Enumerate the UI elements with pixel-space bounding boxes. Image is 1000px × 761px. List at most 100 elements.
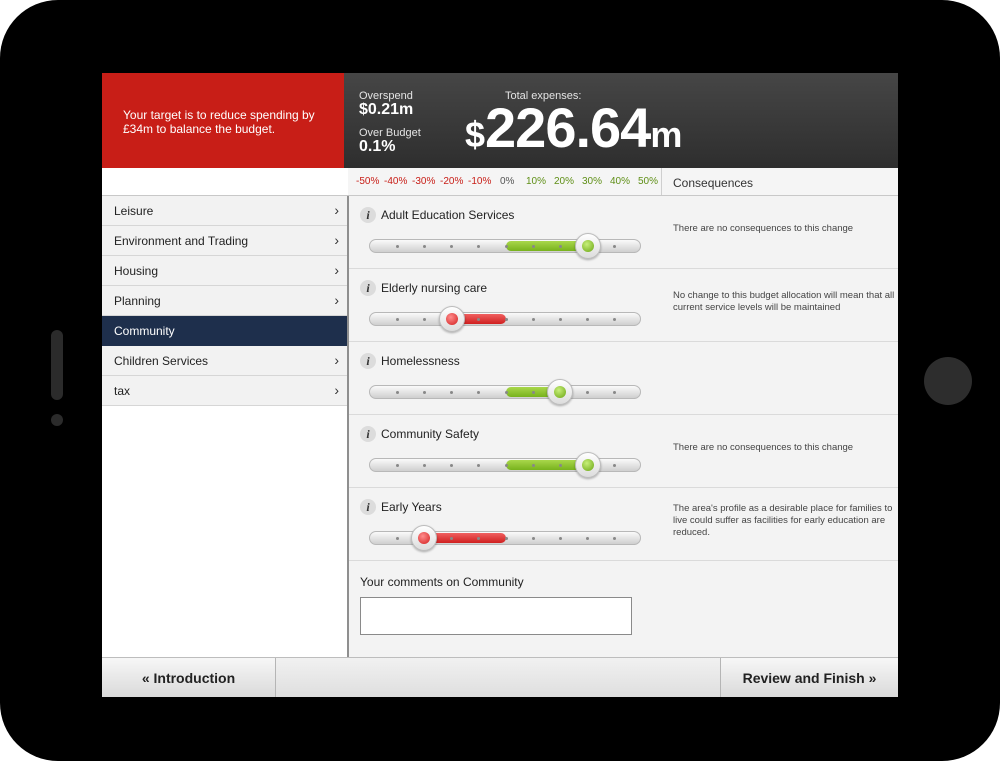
slider-handle[interactable] (411, 525, 438, 551)
slider-tick (450, 391, 454, 394)
info-icon[interactable]: i (360, 426, 376, 442)
category-sidebar: Leisure › Environment and Trading › Housin… (102, 196, 349, 657)
scale-spacer (102, 168, 348, 196)
sidebar-item-label: Leisure (114, 204, 154, 218)
slider-tick (586, 537, 590, 540)
slider-tick (586, 318, 590, 321)
slider-tick (531, 537, 535, 540)
scale-label: -40% (384, 176, 408, 187)
sidebar-item-children-services[interactable]: Children Services › (102, 346, 347, 376)
slider-decrease-fill (424, 533, 506, 543)
slider-tick (422, 318, 426, 321)
scale-bar: -50% -40% -30% -20% -10% 0% 10% 20% 30% … (348, 168, 898, 196)
sidebar-item-leisure[interactable]: Leisure › (102, 196, 347, 226)
slider-tick (422, 391, 426, 394)
footer-nav: « Introduction Review and Finish » (102, 657, 898, 697)
consequence-text: No change to this budget allocation will… (673, 290, 895, 313)
budget-slider[interactable] (369, 233, 641, 259)
slider-increase-fill (506, 241, 588, 251)
budget-slider[interactable] (369, 306, 641, 332)
slider-tick (450, 537, 454, 540)
budget-slider[interactable] (369, 379, 641, 405)
review-and-finish-button[interactable]: Review and Finish » (720, 658, 898, 697)
comments-input[interactable] (360, 597, 632, 635)
scale-label: 10% (526, 176, 547, 187)
service-name: Elderly nursing care (381, 281, 488, 295)
slider-tick (531, 464, 535, 467)
chevron-right-icon: › (334, 292, 339, 308)
slider-tick (558, 318, 562, 321)
slider-handle[interactable] (438, 306, 465, 332)
tablet-home-button[interactable] (924, 357, 972, 405)
sidebar-item-community[interactable]: Community (102, 316, 347, 346)
service-name: Community Safety (381, 427, 480, 441)
sidebar-item-housing[interactable]: Housing › (102, 256, 347, 286)
slider-tick (613, 391, 617, 394)
slider-tick (504, 318, 508, 321)
chevron-right-icon: › (334, 232, 339, 248)
scale-label: 20% (554, 176, 575, 187)
sidebar-item-label: Environment and Trading (114, 234, 249, 248)
service-list: i Adult Education Services There are no … (349, 196, 898, 657)
slider-handle-dot (554, 386, 567, 398)
slider-tick (504, 537, 508, 540)
slider-tick (558, 245, 562, 248)
total-currency: $ (465, 114, 486, 155)
introduction-button[interactable]: « Introduction (102, 658, 276, 697)
slider-tick (422, 245, 426, 248)
budget-slider[interactable] (369, 525, 641, 551)
slider-increase-fill (506, 460, 588, 470)
chevron-right-icon: › (334, 382, 339, 398)
info-icon[interactable]: i (360, 280, 376, 296)
chevron-right-icon: › (334, 262, 339, 278)
slider-handle[interactable] (547, 379, 574, 405)
slider-tick (422, 464, 426, 467)
slider-tick (531, 391, 535, 394)
slider-tick (395, 464, 399, 467)
service-name: Homelessness (381, 354, 460, 368)
sidebar-item-label: Community (114, 324, 175, 338)
scale-label: 40% (610, 176, 631, 187)
info-icon[interactable]: i (360, 499, 376, 515)
total-expenses: $226.64m (465, 95, 682, 160)
info-icon[interactable]: i (360, 207, 376, 223)
slider-tick (477, 464, 481, 467)
slider-handle[interactable] (574, 452, 601, 478)
slider-tick (613, 537, 617, 540)
sidebar-item-environment-and-trading[interactable]: Environment and Trading › (102, 226, 347, 256)
service-name: Early Years (381, 500, 442, 514)
consequence-text: The area's profile as a desirable place … (673, 503, 893, 538)
slider-tick (558, 464, 562, 467)
scale-label: 30% (582, 176, 603, 187)
info-icon[interactable]: i (360, 353, 376, 369)
over-budget-label: Over Budget (359, 127, 421, 139)
sidebar-item-label: Planning (114, 294, 161, 308)
overspend-value: $0.21m (359, 101, 414, 118)
comments-section: Your comments on Community (349, 561, 898, 657)
consequence-text: There are no consequences to this change (673, 223, 854, 234)
slider-tick (504, 391, 508, 394)
total-expenses-label: Total expenses: (505, 90, 582, 102)
slider-tick (477, 318, 481, 321)
slider-tick (477, 537, 481, 540)
tablet-side-slot (51, 330, 63, 400)
slider-handle[interactable] (574, 233, 601, 259)
target-banner: Your target is to reduce spending by £34… (102, 73, 344, 168)
overspend-label: Overspend (359, 90, 413, 102)
slider-tick (531, 318, 535, 321)
slider-tick (613, 318, 617, 321)
scale-label: -30% (412, 176, 436, 187)
sidebar-item-tax[interactable]: tax › (102, 376, 347, 406)
slider-tick (395, 245, 399, 248)
slider-tick (477, 245, 481, 248)
slider-handle-dot (581, 240, 594, 252)
service-name: Adult Education Services (381, 208, 515, 222)
screen: Your target is to reduce spending by £34… (102, 73, 898, 697)
sidebar-item-planning[interactable]: Planning › (102, 286, 347, 316)
slider-tick (504, 245, 508, 248)
scale-divider (661, 168, 662, 195)
service-row: i Adult Education Services There are no … (349, 196, 898, 269)
service-row: i Early Years The area's profile as a de… (349, 488, 898, 561)
budget-slider[interactable] (369, 452, 641, 478)
